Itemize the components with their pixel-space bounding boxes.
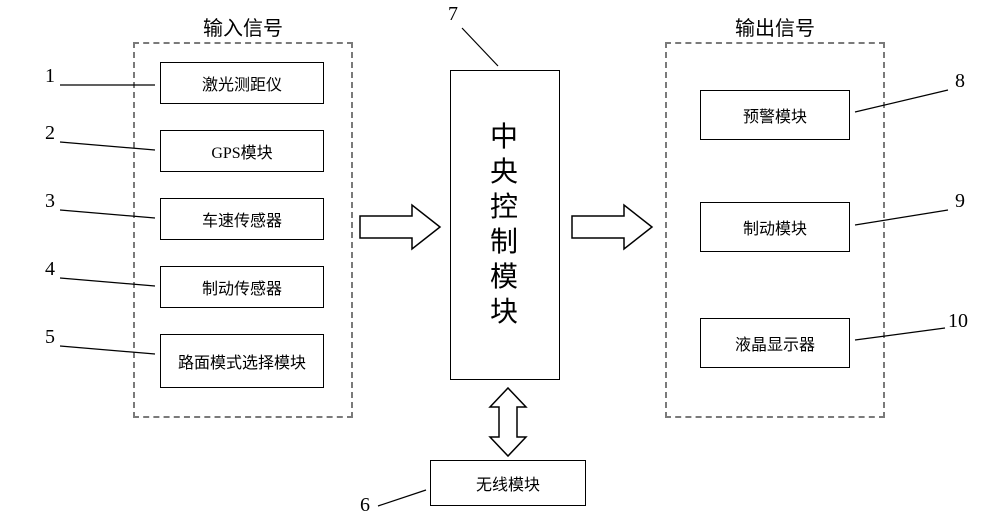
input-module-label: GPS模块 xyxy=(211,139,272,163)
central-char: 控 xyxy=(490,190,520,225)
input-module-brake: 制动传感器 xyxy=(160,266,324,308)
callout-10: 10 xyxy=(948,310,968,333)
input-module-laser: 激光测距仪 xyxy=(160,62,324,104)
callout-8: 8 xyxy=(955,70,965,93)
input-module-label: 激光测距仪 xyxy=(202,71,282,95)
callout-2: 2 xyxy=(45,122,55,145)
input-module-gps: GPS模块 xyxy=(160,130,324,172)
central-char: 模 xyxy=(490,260,520,295)
input-module-speed: 车速传感器 xyxy=(160,198,324,240)
callout-7: 7 xyxy=(448,3,458,26)
output-module-brakeM: 制动模块 xyxy=(700,202,850,252)
input-group-title: 输入信号 xyxy=(203,12,283,41)
wireless-module-box: 无线模块 xyxy=(430,460,586,506)
callout-9: 9 xyxy=(955,190,965,213)
output-module-warn: 预警模块 xyxy=(700,90,850,140)
callout-1: 1 xyxy=(45,65,55,88)
output-module-label: 液晶显示器 xyxy=(735,331,815,355)
callout-4: 4 xyxy=(45,258,55,281)
callout-3: 3 xyxy=(45,190,55,213)
central-char: 块 xyxy=(490,295,520,330)
output-module-label: 制动模块 xyxy=(743,215,807,239)
input-module-label: 制动传感器 xyxy=(202,275,282,299)
wireless-module-label: 无线模块 xyxy=(476,471,540,495)
input-module-label: 路面模式选择模块 xyxy=(178,349,306,373)
input-module-road: 路面模式选择模块 xyxy=(160,334,324,388)
callout-6: 6 xyxy=(360,494,370,517)
output-group-title: 输出信号 xyxy=(735,12,815,41)
input-module-label: 车速传感器 xyxy=(202,207,282,231)
diagram-canvas: 输入信号 输出信号 中央控制模块 无线模块 激光测距仪 GPS模块车速传感器制动传… xyxy=(0,0,1000,531)
central-control-module: 中央控制模块 xyxy=(450,70,560,380)
central-char: 中 xyxy=(490,120,520,155)
output-module-lcd: 液晶显示器 xyxy=(700,318,850,368)
central-char: 央 xyxy=(490,155,520,190)
callout-5: 5 xyxy=(45,326,55,349)
output-module-label: 预警模块 xyxy=(743,103,807,127)
central-char: 制 xyxy=(490,225,520,260)
